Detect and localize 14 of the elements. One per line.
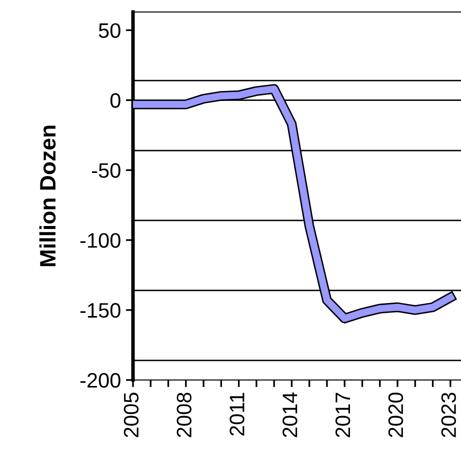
x-tick-label: 2005 — [124, 392, 139, 438]
x-tick-label: 2017 — [335, 392, 350, 438]
x-tick-label: 2011 — [230, 392, 244, 436]
x-tick-label: 2014 — [282, 392, 298, 438]
y-tick-label: 0 — [110, 93, 120, 108]
y-tick-label: -50 — [92, 163, 120, 178]
y-tick-label: -100 — [80, 233, 120, 248]
x-tick-label: 2020 — [388, 392, 404, 438]
y-tick-label: -200 — [80, 373, 120, 388]
y-tick-label: -150 — [80, 303, 120, 318]
y-tick-label: 50 — [98, 23, 120, 38]
x-tick-label: 2023 — [441, 392, 456, 438]
y-axis-title: Million Dozen — [39, 126, 56, 266]
x-tick-label: 2008 — [176, 392, 192, 438]
